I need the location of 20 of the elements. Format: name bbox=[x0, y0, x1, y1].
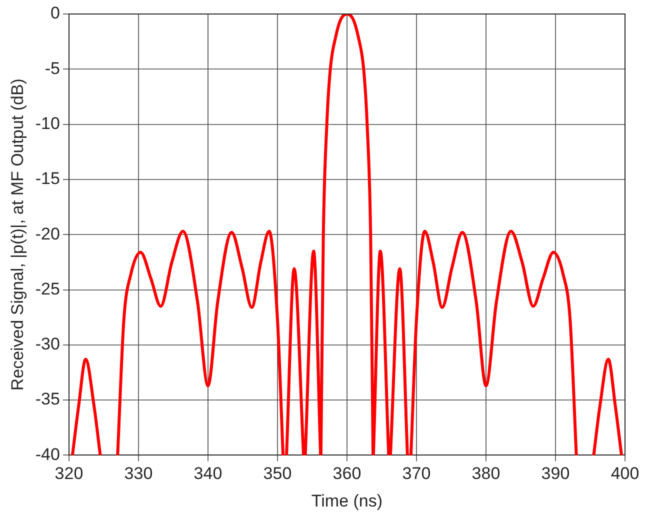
x-tick-label: 360 bbox=[332, 464, 362, 484]
x-tick-label: 320 bbox=[54, 464, 84, 484]
y-tick-label: -10 bbox=[35, 114, 60, 133]
x-tick-label: 390 bbox=[541, 464, 570, 484]
y-tick-label: 0 bbox=[50, 4, 60, 23]
y-tick-label: -20 bbox=[35, 224, 60, 244]
y-tick-label: -40 bbox=[35, 444, 60, 464]
x-tick-label: 330 bbox=[124, 464, 153, 484]
x-tick-label: 350 bbox=[263, 464, 292, 484]
y-tick-label: -30 bbox=[35, 334, 60, 354]
y-tick-label: -15 bbox=[35, 169, 60, 188]
y-tick-label: -5 bbox=[44, 58, 60, 78]
y-tick-label: -35 bbox=[35, 390, 60, 409]
x-tick-label: 400 bbox=[610, 464, 640, 484]
y-axis-title: Received Signal, |p(t)|, at MF Output (dB) bbox=[8, 78, 27, 391]
x-tick-label: 380 bbox=[472, 464, 500, 484]
y-tick-label: -25 bbox=[35, 279, 60, 298]
x-tick-label: 370 bbox=[402, 464, 431, 484]
x-axis-title: Time (ns) bbox=[311, 491, 383, 510]
x-tick-label: 340 bbox=[194, 464, 222, 484]
